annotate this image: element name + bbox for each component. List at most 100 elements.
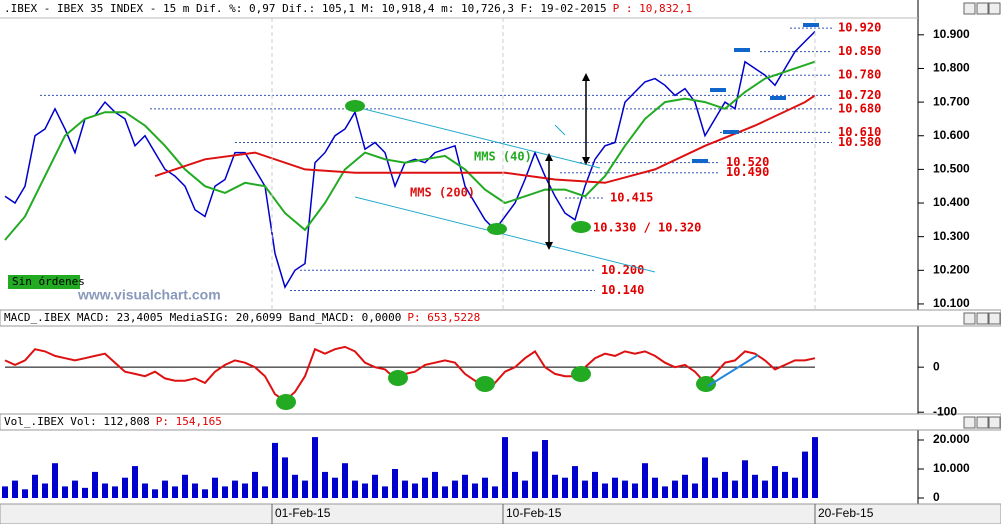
level-label: 10.780	[838, 68, 881, 82]
volume-bar	[522, 480, 528, 498]
volume-bar	[392, 469, 398, 498]
marker	[487, 223, 507, 235]
flag	[692, 159, 708, 163]
button[interactable]	[988, 2, 1001, 15]
level-label: 10.920	[838, 21, 881, 35]
volume-bar	[12, 480, 18, 498]
volume-bar	[492, 486, 498, 498]
volume-bar	[752, 474, 758, 498]
volume-bar	[632, 483, 638, 498]
volume-bar	[202, 489, 208, 498]
date-axis-strip	[0, 503, 1001, 524]
macd-header-strip	[0, 309, 1001, 327]
button[interactable]	[963, 312, 976, 325]
volume-bar	[552, 474, 558, 498]
volume-bar	[372, 474, 378, 498]
level-label: 10.680	[838, 101, 881, 115]
volume-bar	[792, 477, 798, 498]
header-text: MACD_.IBEX MACD: 23,4005 MediaSIG: 20,60…	[4, 311, 401, 324]
y-tick-label: 10.600	[933, 128, 970, 142]
volume-bar	[232, 480, 238, 498]
orders-label[interactable]: Sin órdenes	[12, 275, 85, 288]
volume-bar	[502, 437, 508, 498]
volume-bar	[572, 466, 578, 498]
header-price: P: 653,5228	[407, 311, 480, 324]
y-tick-label: 0	[933, 490, 940, 504]
button[interactable]	[976, 312, 989, 325]
volume-bar	[2, 486, 8, 498]
volume-bar	[592, 471, 598, 498]
volume-bar	[362, 483, 368, 498]
volume-bar	[512, 471, 518, 498]
support-label: 10.330 / 10.320	[593, 221, 701, 235]
series-line	[4, 345, 816, 403]
volume-bar	[472, 483, 478, 498]
volume-bar	[272, 442, 278, 498]
volume-bar	[82, 487, 88, 498]
volume-bar	[42, 483, 48, 498]
volume-bar	[602, 483, 608, 498]
y-tick-label: -100	[933, 404, 957, 418]
y-tick-label: 0	[933, 359, 940, 373]
trend-line	[554, 124, 566, 136]
volume-bar	[312, 437, 318, 498]
volume-bar	[722, 471, 728, 498]
volume-bar	[482, 477, 488, 498]
marker	[571, 366, 591, 382]
marker	[388, 370, 408, 386]
level-label: 10.580	[838, 135, 881, 149]
volume-bar	[102, 483, 108, 498]
button[interactable]	[988, 312, 1001, 325]
y-tick-label: 10.300	[933, 229, 970, 243]
volume-bar	[342, 463, 348, 498]
volume-bar	[812, 437, 818, 498]
volume-bar	[582, 480, 588, 498]
volume-bar	[212, 477, 218, 498]
x-tick-label: 20-Feb-15	[818, 506, 874, 520]
trend-line	[354, 196, 656, 273]
header-price: P: 154,165	[156, 415, 222, 428]
level-label: 10.415	[610, 190, 653, 204]
volume-bar	[142, 483, 148, 498]
volume-bar	[262, 486, 268, 498]
button[interactable]	[963, 416, 976, 429]
volume-bar	[322, 471, 328, 498]
volume-bar	[532, 451, 538, 498]
volume-bar	[292, 474, 298, 498]
y-tick-label: 10.800	[933, 61, 970, 75]
flag	[770, 96, 786, 100]
header-price: P : 10,832,1	[613, 2, 692, 15]
volume-bar	[412, 483, 418, 498]
flag	[803, 23, 819, 27]
volume-bar	[642, 463, 648, 498]
volume-bar	[732, 480, 738, 498]
volume-bar	[222, 486, 228, 498]
orders-box[interactable]	[8, 275, 80, 289]
volume-bar	[802, 451, 808, 498]
button[interactable]	[976, 2, 989, 15]
volume-bar	[52, 463, 58, 498]
button[interactable]	[976, 416, 989, 429]
volume-bar	[712, 477, 718, 498]
volume-bar	[352, 480, 358, 498]
volume-bar	[612, 477, 618, 498]
marker	[345, 100, 365, 112]
level-label: 10.520	[726, 155, 769, 169]
button[interactable]	[963, 2, 976, 15]
volume-bar	[782, 471, 788, 498]
level-label: 10.720	[838, 88, 881, 102]
volume-bar	[622, 480, 628, 498]
y-tick-label: 10.100	[933, 296, 970, 310]
volume-bar	[282, 457, 288, 498]
volume-bar	[382, 486, 388, 498]
volume-bar	[252, 471, 258, 498]
window-buttons[interactable]	[963, 2, 1001, 429]
volume-bar	[192, 483, 198, 498]
level-label: 10.200	[601, 263, 644, 277]
volume-bar	[662, 486, 668, 498]
series-line	[4, 60, 816, 241]
level-label: 10.490	[726, 165, 769, 179]
button[interactable]	[988, 416, 1001, 429]
volume-bar	[692, 483, 698, 498]
